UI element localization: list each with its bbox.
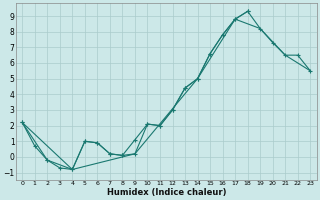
X-axis label: Humidex (Indice chaleur): Humidex (Indice chaleur): [107, 188, 226, 197]
